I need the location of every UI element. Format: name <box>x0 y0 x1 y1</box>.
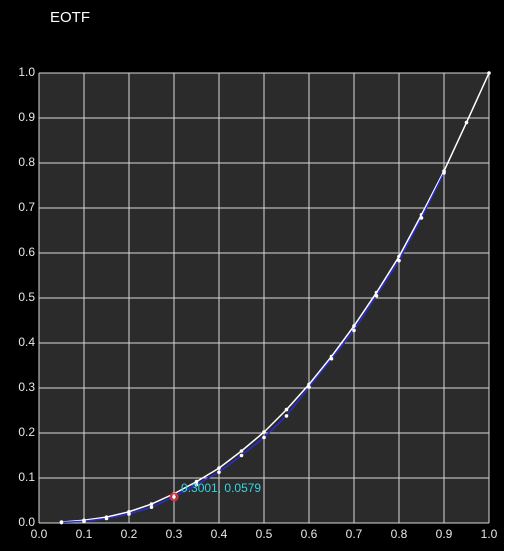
data-point <box>82 519 86 523</box>
data-point <box>149 502 154 506</box>
data-point <box>172 495 176 499</box>
y-tick-label: 0.8 <box>18 155 35 169</box>
x-tick-label: 0.0 <box>31 527 48 541</box>
x-tick-label: 0.8 <box>391 527 408 541</box>
y-tick-label: 0.7 <box>18 200 35 214</box>
y-tick-label: 0.5 <box>18 290 35 304</box>
data-point <box>104 516 109 521</box>
y-tick-label: 0.2 <box>18 425 35 439</box>
chart-title: EOTF <box>50 9 90 26</box>
data-point <box>149 505 154 510</box>
y-tick-label: 0.4 <box>18 335 35 349</box>
data-point <box>194 479 199 484</box>
data-point <box>262 430 266 434</box>
data-point <box>419 216 424 220</box>
x-tick-label: 1.0 <box>481 527 498 541</box>
x-tick-label: 0.7 <box>346 527 363 541</box>
data-point <box>442 171 446 175</box>
data-point <box>59 520 64 525</box>
y-tick-label: 0.9 <box>18 110 35 124</box>
data-point <box>194 482 199 487</box>
data-point <box>217 470 221 474</box>
data-point <box>487 71 491 75</box>
data-point <box>262 435 266 440</box>
marker-label: 0.3001, 0.0579 <box>181 481 261 495</box>
x-tick-label: 0.1 <box>76 527 93 541</box>
data-point <box>239 453 244 458</box>
data-point <box>464 120 469 125</box>
data-point <box>352 328 356 333</box>
marker <box>169 492 179 502</box>
x-tick-label: 0.2 <box>121 527 138 541</box>
y-tick-label: 0.3 <box>18 380 35 394</box>
y-tick-label: 0.6 <box>18 245 35 259</box>
data-point <box>397 258 401 263</box>
data-point <box>239 449 244 453</box>
data-point <box>127 512 131 516</box>
x-tick-label: 0.5 <box>256 527 273 541</box>
data-point <box>374 293 379 298</box>
x-tick-label: 0.3 <box>166 527 183 541</box>
data-point <box>284 407 289 412</box>
x-tick-label: 0.4 <box>211 527 228 541</box>
data-point <box>217 466 221 470</box>
y-tick-label: 0.1 <box>18 470 35 484</box>
y-tick-label: 1.0 <box>18 65 35 79</box>
data-point <box>329 356 334 361</box>
series-line <box>61 172 445 524</box>
y-tick-label: 0.0 <box>18 515 35 529</box>
x-tick-label: 0.6 <box>301 527 318 541</box>
x-tick-label: 0.9 <box>436 527 453 541</box>
data-point <box>284 414 289 418</box>
data-point <box>307 385 311 389</box>
series-line <box>61 72 490 523</box>
data-point <box>352 324 356 328</box>
